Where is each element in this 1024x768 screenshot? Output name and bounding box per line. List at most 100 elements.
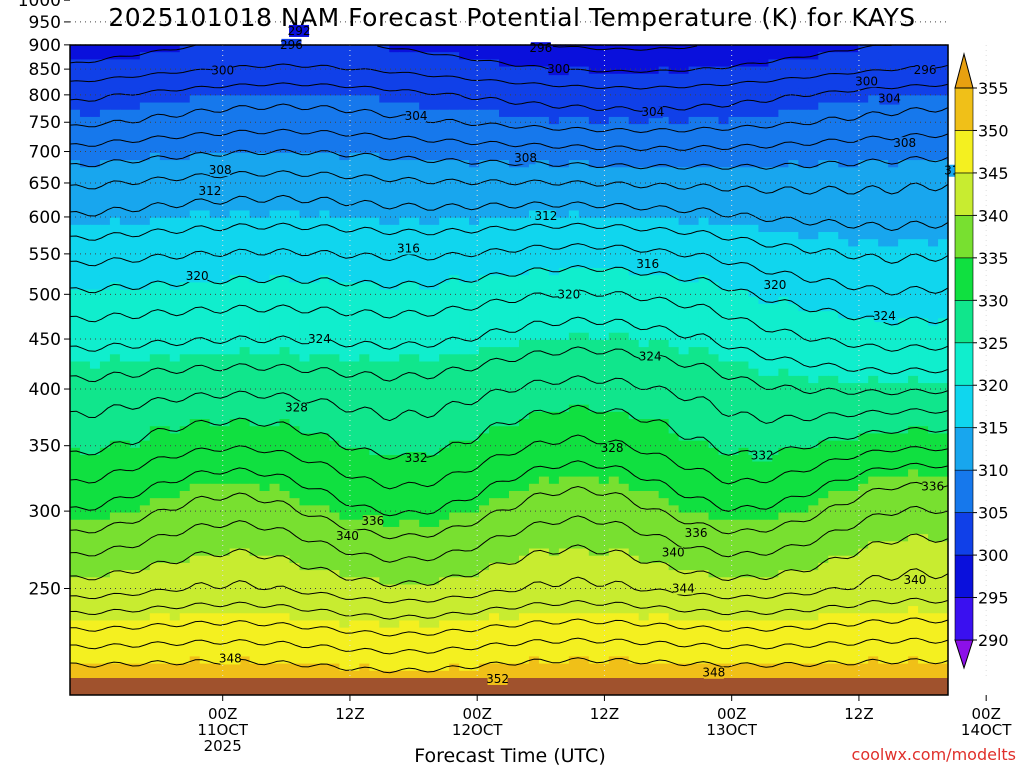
field-cell [708,426,720,435]
field-cell [309,210,321,219]
field-cell [568,181,580,190]
field-cell [249,433,261,442]
field-cell [99,383,111,391]
field-cell [489,66,500,75]
field-cell [708,347,720,355]
field-cell [289,239,301,248]
field-cell [419,73,430,82]
field-cell [848,282,859,291]
field-cell [399,167,410,176]
field-cell [868,411,879,420]
field-cell [528,232,540,240]
field-cell [369,80,380,89]
field-cell [499,138,510,147]
field-cell [898,239,909,248]
field-cell [189,375,201,384]
field-cell [918,411,929,420]
field-cell [878,224,889,233]
field-cell [279,116,291,125]
field-cell [888,383,899,391]
field-cell [289,411,301,420]
field-cell [199,361,211,370]
field-cell [738,160,750,168]
field-cell [159,109,171,118]
field-cell [459,339,470,348]
field-cell [608,368,620,377]
field-cell [399,66,410,75]
field-cell [429,239,440,248]
field-cell [848,102,859,111]
field-cell [289,390,301,399]
field-cell [568,73,580,82]
field-cell [119,124,131,132]
field-cell [319,203,331,212]
field-cell [678,411,690,420]
field-cell [389,303,400,312]
field-cell [439,138,450,147]
field-cell [489,45,500,53]
field-cell [219,73,231,82]
field-cell [149,102,161,111]
field-cell [808,95,819,104]
field-cell [938,260,949,269]
field-cell [698,411,710,420]
field-cell [828,102,839,111]
field-cell [469,433,480,442]
field-cell [309,253,321,262]
field-cell [578,347,590,355]
field-cell [369,375,380,384]
field-cell [109,325,121,334]
field-cell [359,339,370,348]
field-cell [329,131,340,140]
field-cell [678,440,690,449]
field-cell [538,404,550,413]
field-cell [219,419,231,427]
field-cell [588,109,600,118]
field-cell [419,45,430,53]
field-cell [858,131,869,140]
field-cell [319,210,331,219]
field-cell [179,267,191,276]
field-cell [718,311,730,319]
field-cell [439,210,450,219]
field-cell [179,325,191,334]
field-cell [469,419,480,427]
field-cell [129,303,141,312]
field-cell [70,124,81,132]
field-cell [369,109,380,118]
field-cell [389,124,400,132]
field-cell [798,52,809,60]
field-cell [658,210,670,219]
field-cell [279,160,291,168]
field-cell [758,116,770,125]
field-cell [878,303,889,312]
field-cell [548,447,560,456]
field-cell [159,203,171,212]
field-cell [229,45,241,53]
field-cell [708,88,720,96]
field-cell [648,88,660,96]
field-cell [858,253,869,262]
field-cell [788,361,799,370]
field-cell [229,138,241,147]
field-cell [908,368,919,377]
field-cell [938,167,949,176]
field-cell [528,145,540,154]
field-cell [938,246,949,255]
field-cell [768,59,779,68]
field-cell [558,167,570,176]
field-cell [668,368,680,377]
field-cell [139,167,151,176]
field-cell [129,411,141,420]
field-cell [548,102,560,111]
field-cell [389,404,400,413]
field-cell [109,210,121,219]
field-cell [568,224,580,233]
field-cell [718,411,730,420]
field-cell [608,109,620,118]
field-cell [269,440,281,449]
field-cell [618,246,630,255]
field-cell [678,224,690,233]
field-cell [848,354,859,363]
field-cell [768,181,779,190]
